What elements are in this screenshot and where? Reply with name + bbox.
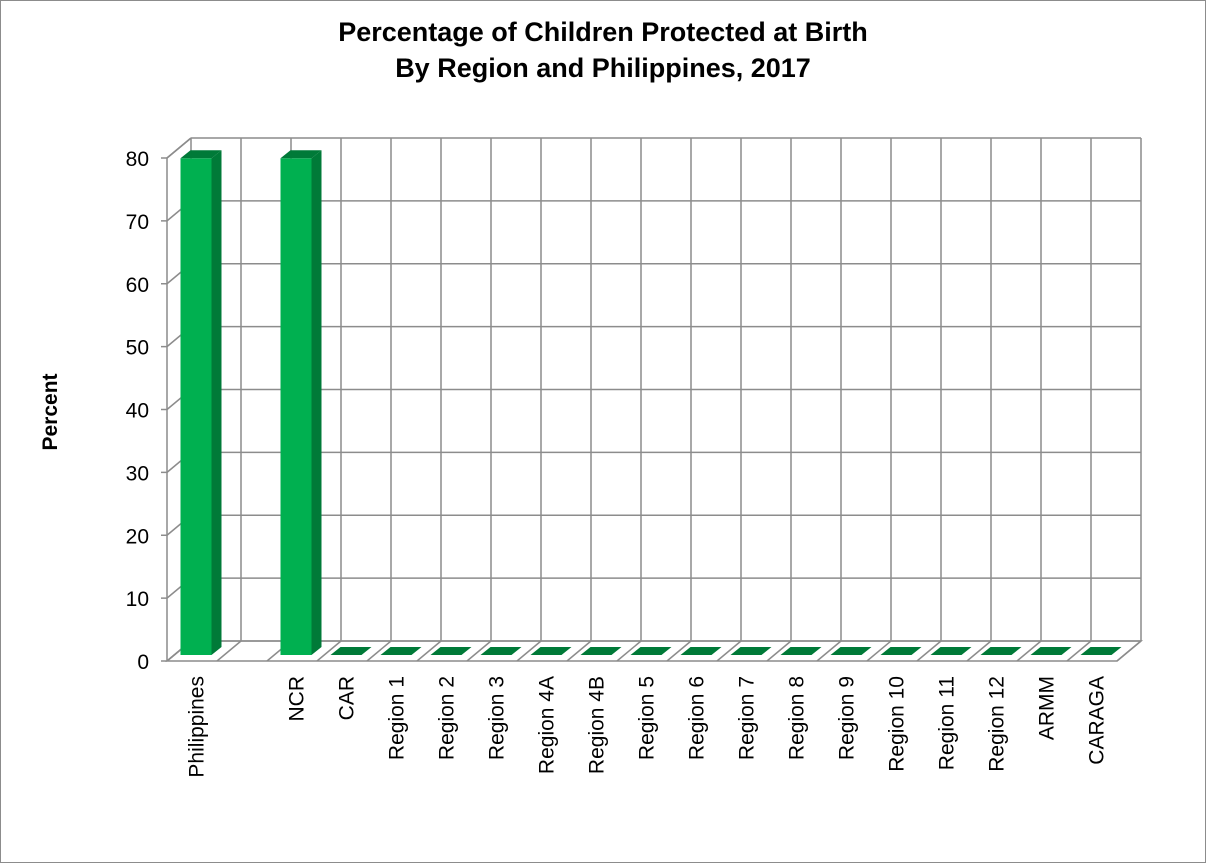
bar-region-4a bbox=[530, 647, 572, 655]
floor-line-11 bbox=[716, 640, 742, 662]
bar-top bbox=[930, 647, 972, 655]
y-tick-label-3: 30 bbox=[126, 462, 149, 485]
bar-front bbox=[280, 158, 312, 655]
x-tick-label-region-5: Region 5 bbox=[636, 676, 659, 760]
chart-title: Percentage of Children Protected at Birt… bbox=[0, 14, 1206, 86]
floor-line-19 bbox=[1116, 640, 1142, 662]
bar-region-7 bbox=[730, 647, 772, 655]
floor-line-10 bbox=[666, 640, 692, 662]
bar-side bbox=[211, 150, 222, 655]
floor-line-18 bbox=[1066, 640, 1092, 662]
bar-top bbox=[580, 647, 622, 655]
bar-region-3 bbox=[480, 647, 522, 655]
y-tick-label-7: 70 bbox=[126, 211, 149, 234]
bar-region-12 bbox=[980, 647, 1022, 655]
floor-line-15 bbox=[916, 640, 942, 662]
x-tick-label-region-4b: Region 4B bbox=[586, 676, 609, 774]
x-tick-label-region-7: Region 7 bbox=[736, 676, 759, 760]
bar-front bbox=[180, 158, 212, 655]
bar-armm bbox=[1030, 647, 1072, 655]
y-tick-label-1: 10 bbox=[126, 588, 149, 611]
bar-top bbox=[980, 647, 1022, 655]
bar-top bbox=[1030, 647, 1072, 655]
chart-title-line2: By Region and Philippines, 2017 bbox=[395, 53, 811, 83]
bar-top bbox=[680, 647, 722, 655]
bar-side bbox=[311, 150, 322, 655]
x-tick-label-region-12: Region 12 bbox=[986, 676, 1009, 772]
bar-philippines bbox=[180, 150, 222, 655]
floor-line-16 bbox=[966, 640, 992, 662]
bar-top bbox=[630, 647, 672, 655]
bar-top bbox=[330, 647, 372, 655]
x-tick-label-region-2: Region 2 bbox=[436, 676, 459, 760]
floor-line-5 bbox=[416, 640, 442, 662]
bar-top bbox=[1080, 647, 1122, 655]
bar-top bbox=[280, 150, 322, 159]
floor-line-4 bbox=[366, 640, 392, 662]
bars bbox=[180, 150, 1122, 655]
bar-top bbox=[730, 647, 772, 655]
bar-region-4b bbox=[580, 647, 622, 655]
bar-region-8 bbox=[780, 647, 822, 655]
y-tick-label-4: 40 bbox=[126, 400, 149, 423]
bar-caraga bbox=[1080, 647, 1122, 655]
side-top-edge bbox=[166, 137, 192, 159]
bar-region-9 bbox=[830, 647, 872, 655]
bar-top bbox=[530, 647, 572, 655]
y-tick-label-2: 20 bbox=[126, 525, 149, 548]
floor-line-6 bbox=[466, 640, 492, 662]
floor-line-3 bbox=[316, 640, 342, 662]
bar-region-2 bbox=[430, 647, 472, 655]
floor-line-7 bbox=[516, 640, 542, 662]
bar-car bbox=[330, 647, 372, 655]
bar-top bbox=[880, 647, 922, 655]
bar-top bbox=[780, 647, 822, 655]
bar-top bbox=[480, 647, 522, 655]
y-tick-label-5: 50 bbox=[126, 337, 149, 360]
bar-region-11 bbox=[930, 647, 972, 655]
x-tick-label-region-1: Region 1 bbox=[386, 676, 409, 760]
x-tick-label-car: CAR bbox=[336, 676, 359, 720]
bar-top bbox=[830, 647, 872, 655]
bar-region-1 bbox=[380, 647, 422, 655]
x-tick-label-caraga: CARAGA bbox=[1086, 676, 1109, 765]
floor-line-9 bbox=[616, 640, 642, 662]
bar-top bbox=[430, 647, 472, 655]
x-tick-labels: Philippines NCR CAR Region 1 Region 2 Region … bbox=[186, 676, 1109, 778]
floor-line-14 bbox=[866, 640, 892, 662]
bar-top bbox=[180, 150, 222, 159]
floor-line-1 bbox=[216, 640, 242, 662]
bar-region-5 bbox=[630, 647, 672, 655]
x-tick-label-region-10: Region 10 bbox=[886, 676, 909, 772]
bar-region-10 bbox=[880, 647, 922, 655]
x-tick-label-region-8: Region 8 bbox=[786, 676, 809, 760]
x-tick-label-region-4a: Region 4A bbox=[536, 676, 559, 774]
bar-ncr bbox=[280, 150, 322, 655]
chart-title-line1: Percentage of Children Protected at Birt… bbox=[338, 17, 868, 47]
y-tick-label-6: 60 bbox=[126, 274, 149, 297]
gridlines bbox=[164, 137, 1144, 662]
bar-top bbox=[380, 647, 422, 655]
floor-line-17 bbox=[1016, 640, 1042, 662]
floor-line-13 bbox=[816, 640, 842, 662]
bar-region-6 bbox=[680, 647, 722, 655]
floor-line-12 bbox=[766, 640, 792, 662]
x-tick-label-region-6: Region 6 bbox=[686, 676, 709, 760]
y-tick-label-0: 0 bbox=[137, 651, 149, 674]
x-tick-label-armm: ARMM bbox=[1036, 676, 1059, 740]
y-tick-label-8: 80 bbox=[126, 148, 149, 171]
x-tick-label-region-9: Region 9 bbox=[836, 676, 859, 760]
x-tick-label-region-11: Region 11 bbox=[936, 676, 959, 770]
x-tick-label-ncr: NCR bbox=[286, 676, 309, 722]
floor-line-8 bbox=[566, 640, 592, 662]
y-tick-labels: 0 10 20 30 40 50 60 70 80 bbox=[126, 148, 167, 674]
x-tick-label-philippines: Philippines bbox=[186, 676, 209, 778]
x-tick-label-region-3: Region 3 bbox=[486, 676, 509, 760]
